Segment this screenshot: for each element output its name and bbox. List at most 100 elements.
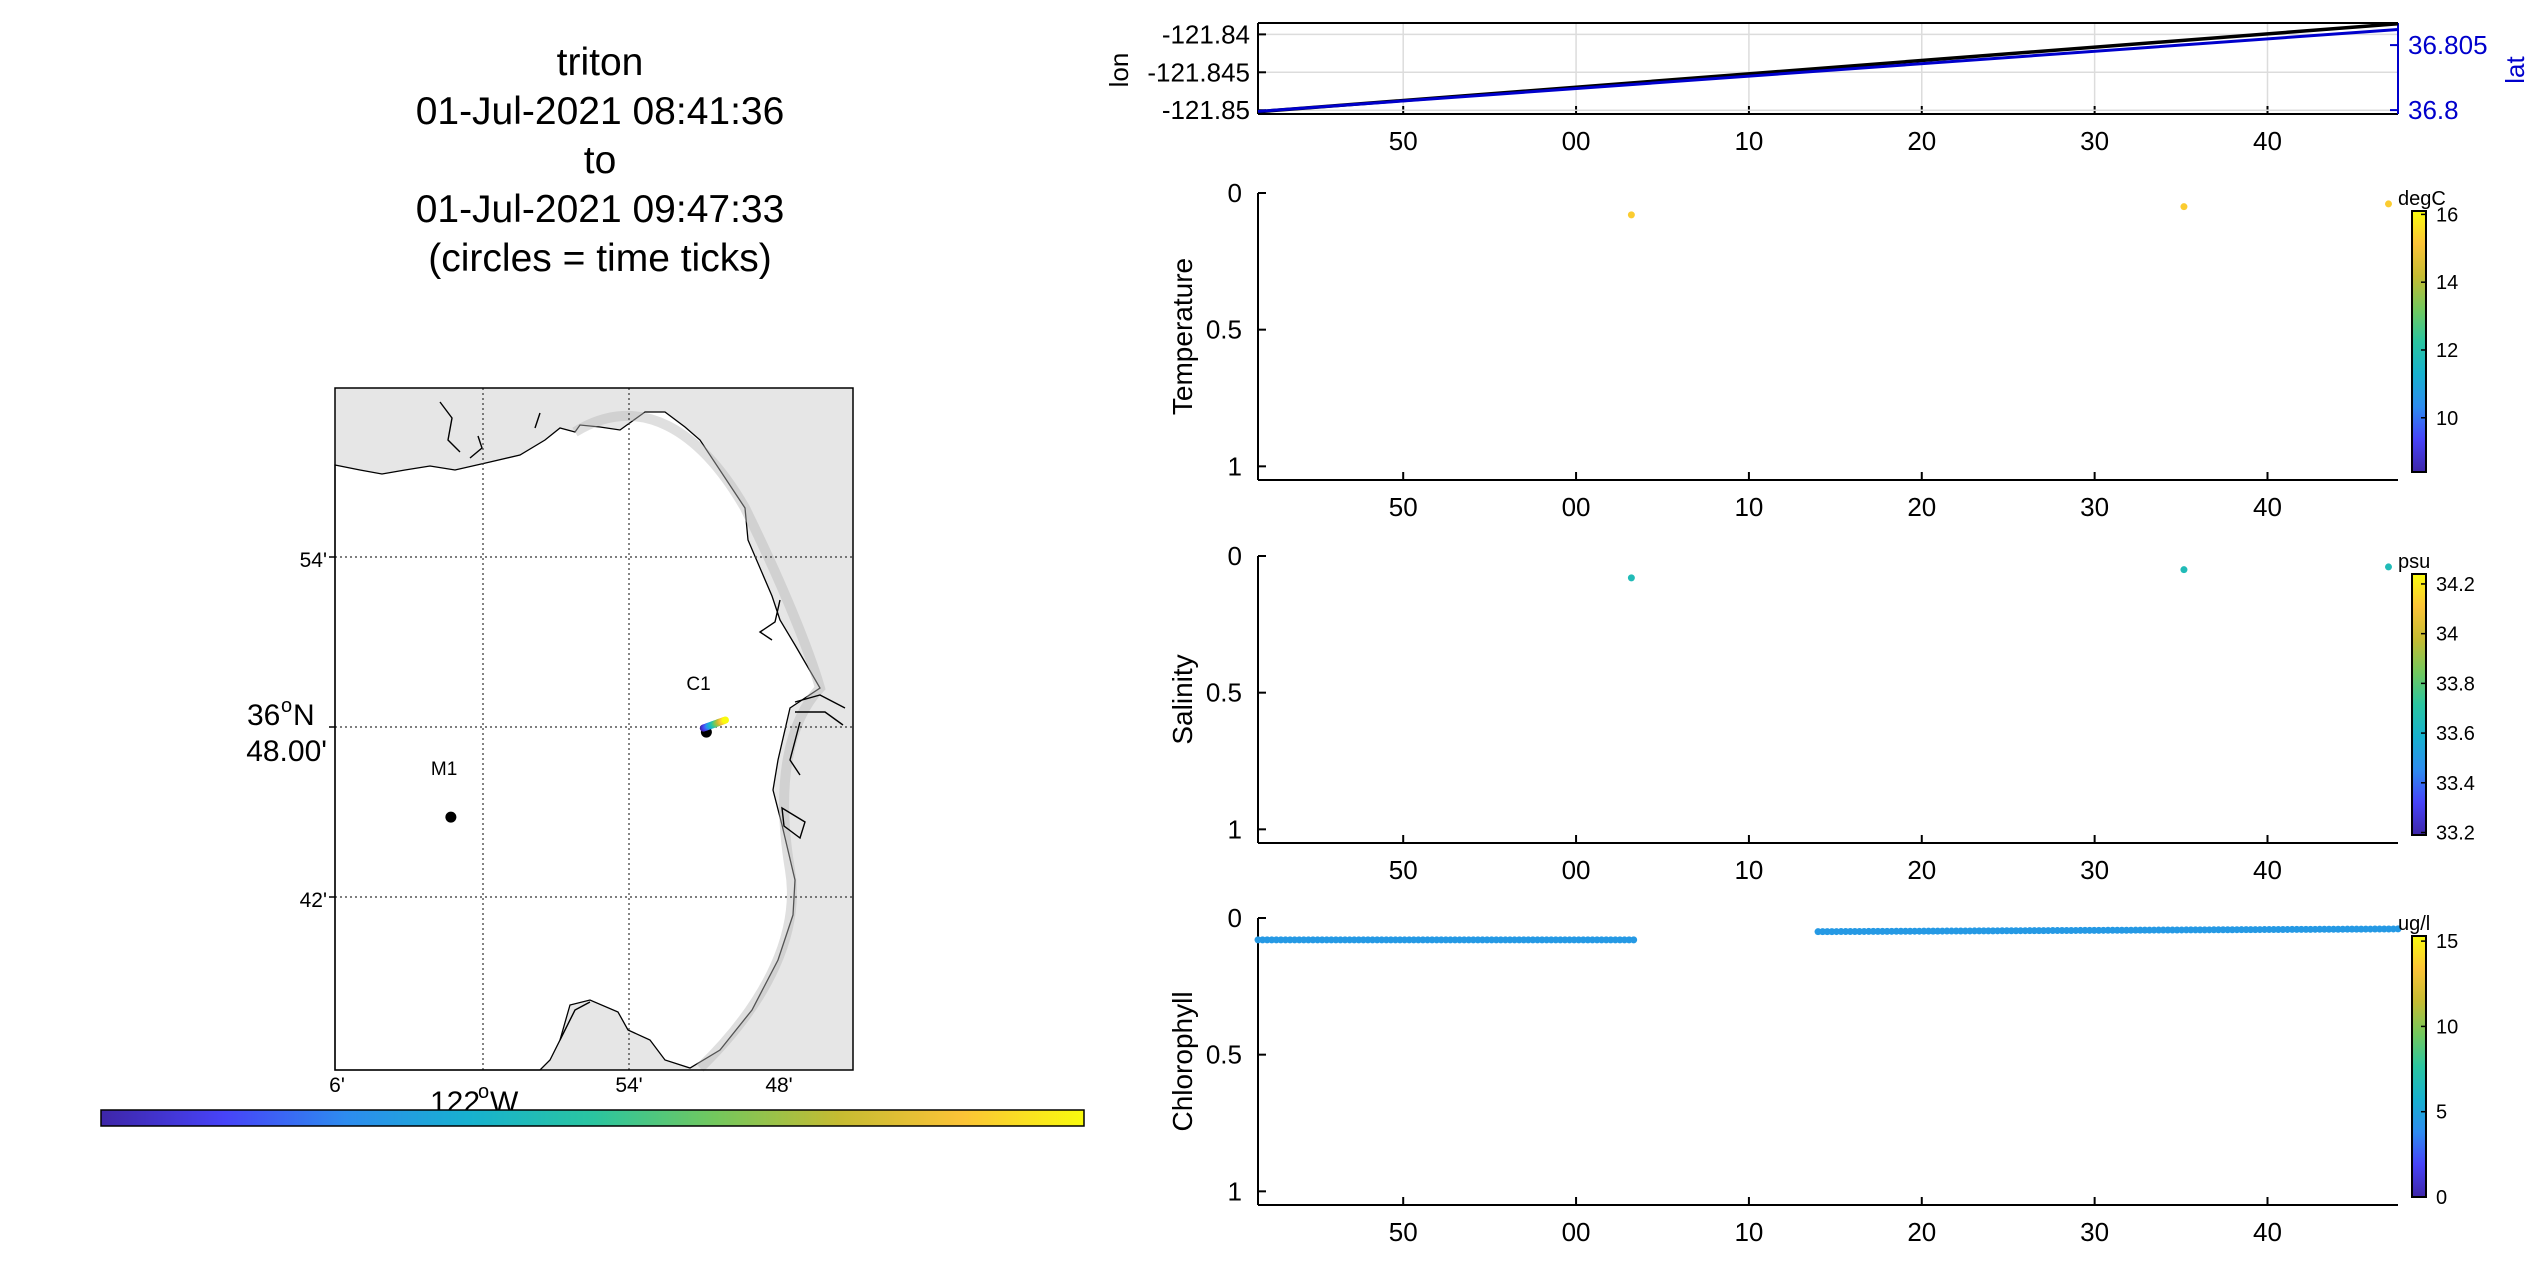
salinity-y-tick-label: 0.5: [1206, 678, 1242, 708]
salinity-colorbar-tick-label: 33.4: [2436, 773, 2475, 795]
title-line-note: (circles = time ticks): [428, 237, 772, 280]
temperature-x-tick-label: 50: [1389, 492, 1418, 522]
map-lat-label: 54': [300, 549, 327, 572]
salinity-colorbar-tick-label: 33.6: [2436, 723, 2475, 745]
lon-tick-label: -121.84: [1162, 19, 1250, 49]
chlorophyll-colorbar-tick-label: 10: [2436, 1016, 2458, 1038]
station-marker: [445, 811, 457, 823]
chlorophyll-y-tick-label: 0.5: [1206, 1040, 1242, 1070]
salinity-panel: 50 00 10 20 30 40 0 0.5 1 Salinity psu 34.2 34 33.8 33…: [1167, 541, 2475, 885]
lat-series-line: [1257, 28, 2399, 113]
position-panel: 50 00 10 20 30 40 -121.84 -121.845 -121.85 36.805…: [1104, 19, 2530, 156]
lat-tick-label: 36.8: [2408, 95, 2459, 125]
title-line-end: 01-Jul-2021 09:47:33: [415, 188, 785, 231]
map-river: [758, 599, 781, 641]
temperature-x-tick-label: 30: [2080, 492, 2109, 522]
map-slough: [789, 721, 801, 776]
chlorophyll-x-tick-label: 50: [1389, 1217, 1418, 1247]
chlorophyll-colorbar-tick-label: 0: [2436, 1187, 2447, 1209]
salinity-x-tick-label: 30: [2080, 855, 2109, 885]
lon-tick-label: -121.845: [1147, 57, 1250, 87]
salinity-x-tick-label: 50: [1389, 855, 1418, 885]
salinity-x-tick-label: 40: [2253, 855, 2282, 885]
temperature-y-tick-label: 1: [1228, 451, 1242, 481]
chlorophyll-colorbar: [2411, 935, 2427, 1198]
temperature-x-tick-label: 20: [1907, 492, 1936, 522]
map-lat-degree-label: 36: [247, 699, 280, 732]
map-time-colorbar: [100, 1109, 1085, 1127]
salinity-data-point: [2384, 563, 2392, 571]
map-river: [439, 401, 461, 453]
salinity-x-tick-label: 20: [1907, 855, 1936, 885]
station-label: C1: [686, 674, 710, 695]
position-x-tick-label: 20: [1907, 126, 1936, 156]
temperature-colorbar-unit: degC: [2398, 188, 2446, 210]
position-x-tick-label: 40: [2253, 126, 2282, 156]
salinity-data-point: [2180, 566, 2188, 574]
lon-tick-label: -121.85: [1162, 95, 1250, 125]
map-lon-label: 6': [329, 1074, 345, 1097]
map-frame: [334, 387, 854, 1071]
chlorophyll-axis-label: Chlorophyll: [1167, 991, 1198, 1131]
station-label: M1: [431, 759, 457, 780]
salinity-colorbar-tick-label: 33.2: [2436, 823, 2475, 845]
salinity-y-tick-label: 1: [1228, 814, 1242, 844]
salinity-colorbar-tick-label: 33.8: [2436, 673, 2475, 695]
position-x-tick-label: 00: [1562, 126, 1591, 156]
salinity-colorbar: [2411, 573, 2427, 836]
map-harbor: [781, 806, 806, 840]
map-lat-label: 42': [300, 889, 327, 912]
salinity-colorbar-unit: psu: [2398, 551, 2430, 573]
chlorophyll-colorbar-unit: ug/l: [2398, 913, 2430, 935]
map-shelf-shading: [572, 411, 826, 1072]
title-line-start: 01-Jul-2021 08:41:36: [415, 90, 785, 133]
temperature-x-tick-label: 00: [1562, 492, 1591, 522]
chlorophyll-x-tick-label: 30: [2080, 1217, 2109, 1247]
temperature-colorbar-tick-label: 14: [2436, 272, 2458, 294]
map-slough: [794, 694, 846, 726]
temperature-x-tick-label: 40: [2253, 492, 2282, 522]
chlorophyll-x-tick-label: 10: [1734, 1217, 1763, 1247]
chlorophyll-x-tick-label: 00: [1562, 1217, 1591, 1247]
temperature-colorbar-tick-label: 10: [2436, 408, 2458, 430]
map-lon-degree-suffix: o: [478, 1081, 489, 1103]
chlorophyll-data-point: [2394, 925, 2402, 933]
salinity-x-tick-label: 10: [1734, 855, 1763, 885]
map-lon-label: 54': [615, 1074, 642, 1097]
map-lat-label: 48.00': [246, 735, 327, 768]
salinity-colorbar-tick-label: 34.2: [2436, 574, 2475, 596]
lat-axis-label: lat: [2500, 55, 2530, 83]
salinity-y-tick-label: 0: [1228, 541, 1242, 571]
map-lat-hemisphere: N: [293, 699, 315, 732]
map-lon-label: 48': [765, 1074, 792, 1097]
temperature-colorbar-tick-label: 16: [2436, 204, 2458, 226]
temperature-axis-label: Temperature: [1167, 258, 1198, 415]
map-sea-area: [334, 411, 821, 1071]
temperature-x-tick-label: 10: [1734, 492, 1763, 522]
temperature-data-point: [2384, 200, 2392, 208]
temperature-y-tick-label: 0: [1228, 178, 1242, 208]
map-river: [534, 412, 541, 429]
map-river: [469, 435, 483, 459]
chlorophyll-y-tick-label: 1: [1228, 1176, 1242, 1206]
chlorophyll-y-tick-label: 0: [1228, 903, 1242, 933]
title-line-to: to: [583, 139, 617, 182]
chlorophyll-colorbar-tick-label: 5: [2436, 1102, 2447, 1124]
chlorophyll-x-tick-label: 20: [1907, 1217, 1936, 1247]
temperature-data-point: [2180, 203, 2188, 211]
salinity-colorbar-tick-label: 34: [2436, 624, 2458, 646]
salinity-x-tick-label: 00: [1562, 855, 1591, 885]
lat-tick-label: 36.805: [2408, 30, 2488, 60]
position-x-tick-label: 30: [2080, 126, 2109, 156]
temperature-colorbar-tick-label: 12: [2436, 340, 2458, 362]
temperature-colorbar: [2411, 210, 2427, 473]
lon-axis-label: lon: [1104, 53, 1134, 88]
chlorophyll-x-tick-label: 40: [2253, 1217, 2282, 1247]
map-river: [559, 1001, 591, 1041]
chlorophyll-colorbar-tick-label: 15: [2436, 931, 2458, 953]
figure-title: triton 01-Jul-2021 08:41:36 to 01-Jul-20…: [300, 38, 900, 283]
position-x-tick-label: 10: [1734, 126, 1763, 156]
